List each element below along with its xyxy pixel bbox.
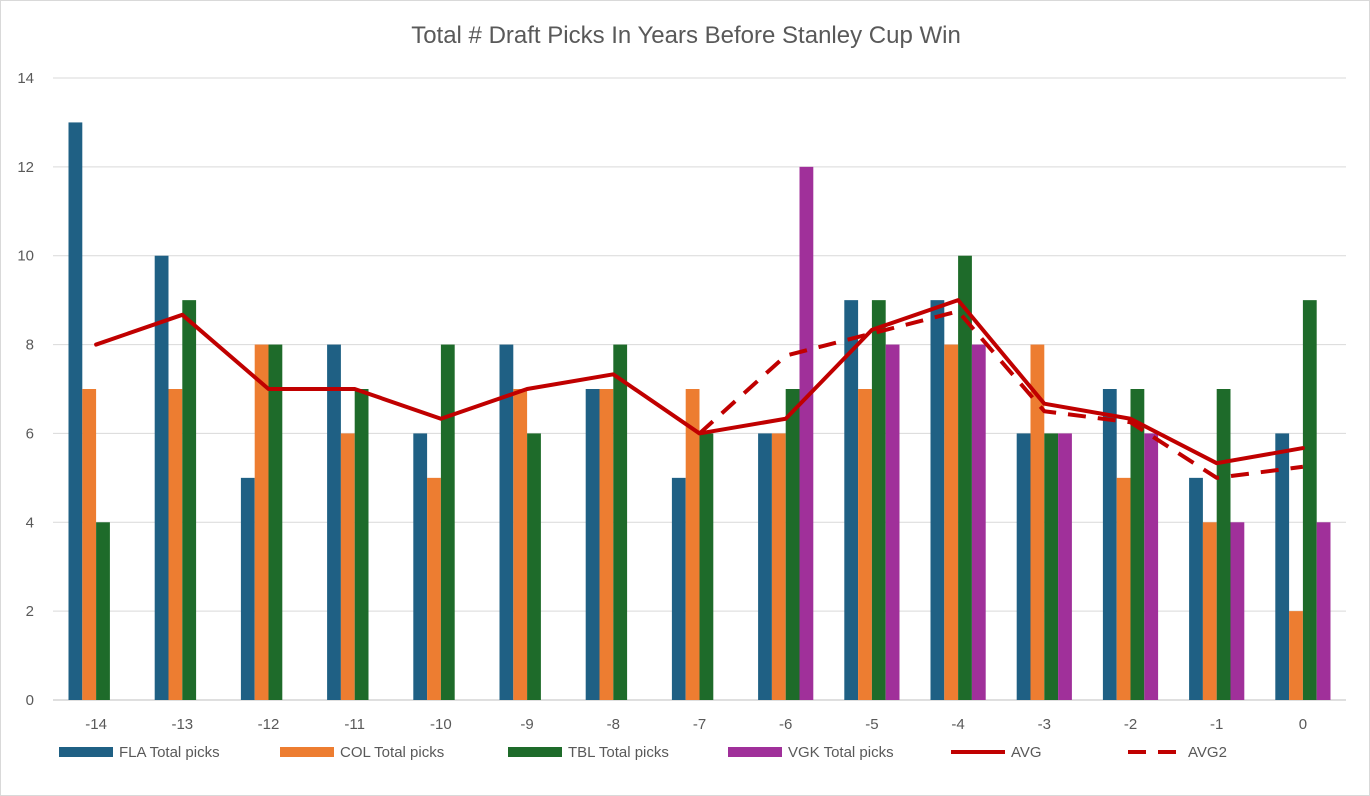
bar — [844, 300, 859, 700]
bar — [671, 477, 686, 700]
bar — [1289, 611, 1303, 700]
y-tick-label: 14 — [17, 70, 34, 87]
bar — [68, 122, 83, 700]
legend: FLA Total picks COL Total picks TBL Total … — [59, 744, 1227, 761]
bar — [527, 433, 541, 700]
x-axis-ticks: -14 -13 -12 -11 -10 -9 -8 -7 -6 -5 -4 -3 -2 -1 0 — [85, 716, 1307, 733]
bar — [1030, 344, 1045, 700]
bar — [1216, 389, 1231, 700]
x-tick-label: -4 — [951, 716, 964, 733]
legend-label: TBL Total picks — [568, 744, 669, 761]
bar — [799, 166, 814, 700]
bar — [599, 389, 614, 700]
bar — [758, 433, 772, 700]
bar — [930, 300, 945, 700]
bar — [413, 433, 428, 700]
x-tick-label: -8 — [607, 716, 620, 733]
x-tick-label: -11 — [344, 716, 365, 733]
legend-label: AVG — [1011, 744, 1042, 761]
bar — [699, 433, 714, 700]
bar — [971, 344, 986, 700]
bar — [958, 255, 972, 700]
bar — [858, 389, 872, 700]
bar — [1189, 477, 1203, 700]
bar — [944, 344, 959, 700]
bar — [1016, 433, 1031, 700]
bar — [771, 433, 786, 700]
y-tick-label: 8 — [26, 337, 34, 354]
bar — [1230, 522, 1245, 700]
bar — [1130, 389, 1145, 700]
bar — [1275, 433, 1290, 700]
y-tick-label: 2 — [26, 603, 34, 620]
bar — [1058, 433, 1072, 700]
y-tick-label: 12 — [17, 159, 34, 176]
bar — [871, 300, 886, 700]
legend-swatch — [728, 747, 782, 757]
bar — [427, 477, 441, 700]
y-tick-label: 10 — [17, 248, 34, 265]
bar — [340, 433, 355, 700]
x-tick-label: -13 — [171, 716, 193, 733]
bar — [613, 344, 628, 700]
bar — [254, 344, 269, 700]
x-tick-label: -2 — [1124, 716, 1137, 733]
x-tick-label: 0 — [1299, 716, 1307, 733]
bar — [513, 389, 528, 700]
bar — [1102, 389, 1117, 700]
x-tick-label: -6 — [779, 716, 792, 733]
bar — [327, 344, 341, 700]
y-tick-label: 6 — [26, 425, 34, 442]
legend-swatch — [59, 747, 113, 757]
bar — [1116, 477, 1131, 700]
bar — [1202, 522, 1217, 700]
bar — [1302, 300, 1317, 700]
bar — [1316, 522, 1331, 700]
y-tick-label: 4 — [26, 514, 34, 531]
x-tick-label: -1 — [1210, 716, 1223, 733]
bar — [885, 344, 900, 700]
bar — [1044, 433, 1059, 700]
bar — [240, 477, 255, 700]
x-tick-label: -7 — [693, 716, 706, 733]
bar — [585, 389, 600, 700]
legend-label: FLA Total picks — [119, 744, 220, 761]
series-line — [94, 298, 1305, 466]
x-tick-label: -3 — [1038, 716, 1051, 733]
bar — [182, 300, 197, 700]
x-tick-label: -12 — [258, 716, 280, 733]
chart-title: Total # Draft Picks In Years Before Stan… — [411, 22, 961, 49]
legend-swatch — [280, 747, 334, 757]
bar — [268, 344, 283, 700]
x-tick-label: -14 — [85, 716, 107, 733]
bar — [1144, 433, 1159, 700]
bar — [154, 255, 169, 700]
lines — [94, 298, 1305, 480]
y-axis-ticks: 0 2 4 6 8 10 12 14 — [17, 70, 34, 709]
y-tick-label: 0 — [26, 692, 34, 709]
bar — [82, 389, 97, 700]
legend-swatch — [508, 747, 562, 757]
legend-label: AVG2 — [1188, 744, 1227, 761]
series-line — [698, 309, 1304, 480]
bar — [96, 522, 110, 700]
bar — [440, 344, 455, 700]
bar — [354, 389, 369, 700]
bars — [68, 122, 1331, 700]
legend-label: COL Total picks — [340, 744, 444, 761]
bar — [685, 389, 700, 700]
x-tick-label: -9 — [520, 716, 533, 733]
bar — [785, 389, 800, 700]
bar — [499, 344, 514, 700]
bar — [168, 389, 183, 700]
x-tick-label: -5 — [865, 716, 878, 733]
legend-label: VGK Total picks — [788, 744, 894, 761]
x-tick-label: -10 — [430, 716, 452, 733]
